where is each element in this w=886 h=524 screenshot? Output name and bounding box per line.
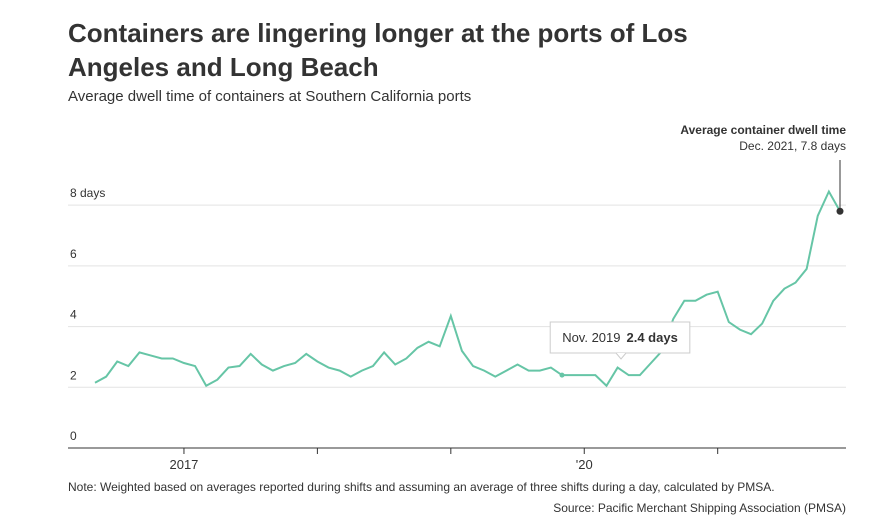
line: [94, 189, 841, 388]
tooltip-value: 2.4 days: [626, 330, 677, 345]
tooltip: Nov. 2019 2.4 days: [549, 321, 691, 360]
y-tick-label: 4: [70, 308, 77, 322]
note: Note: Weighted based on averages reporte…: [68, 480, 775, 494]
source: Source: Pacific Merchant Shipping Associ…: [553, 501, 846, 515]
chart-title: Containers are lingering longer at the p…: [68, 18, 688, 48]
annotation-subtitle: Dec. 2021, 7.8 days: [739, 139, 846, 153]
x-tick-label: 2017: [169, 457, 198, 472]
y-tick-label: 0: [70, 429, 77, 443]
tooltip-box: [549, 321, 691, 354]
chart-subtitle: Average dwell time of containers at Sout…: [68, 88, 471, 105]
highlight-point: [836, 207, 844, 215]
chart-title: Angeles and Long Beach: [68, 52, 379, 82]
annotation-title: Average container dwell time: [680, 123, 846, 137]
x-tick-label: '20: [576, 457, 593, 472]
tooltip-pointer: [615, 352, 627, 360]
y-tick-label: 6: [70, 247, 77, 261]
y-tick-label: 8 days: [70, 186, 105, 200]
y-tick-label: 2: [70, 368, 77, 382]
tooltip-label: Nov. 2019: [562, 330, 620, 345]
tooltip-point: [559, 372, 565, 378]
